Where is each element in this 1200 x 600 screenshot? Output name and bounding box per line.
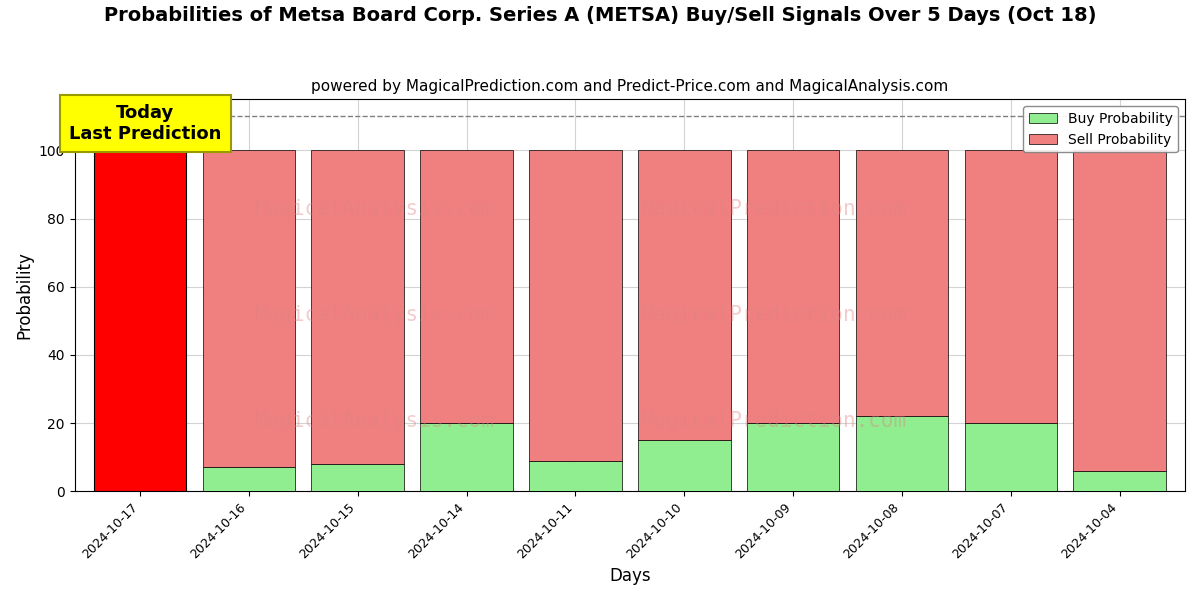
X-axis label: Days: Days bbox=[610, 567, 650, 585]
Bar bbox=[856, 416, 948, 491]
Bar bbox=[420, 423, 512, 491]
Text: MagicalPrediction.com: MagicalPrediction.com bbox=[642, 199, 907, 219]
Bar bbox=[638, 151, 731, 440]
Bar bbox=[856, 151, 948, 416]
Bar bbox=[965, 423, 1057, 491]
Bar bbox=[638, 440, 731, 491]
Bar bbox=[529, 151, 622, 461]
Text: MagicalPrediction.com: MagicalPrediction.com bbox=[642, 305, 907, 325]
Text: MagicalAnalysis.com: MagicalAnalysis.com bbox=[254, 199, 494, 219]
Y-axis label: Probability: Probability bbox=[16, 251, 34, 339]
Bar bbox=[965, 151, 1057, 423]
Title: powered by MagicalPrediction.com and Predict-Price.com and MagicalAnalysis.com: powered by MagicalPrediction.com and Pre… bbox=[311, 79, 948, 94]
Text: MagicalAnalysis.com: MagicalAnalysis.com bbox=[254, 305, 494, 325]
Bar bbox=[94, 151, 186, 491]
Text: MagicalPrediction.com: MagicalPrediction.com bbox=[642, 411, 907, 431]
Legend: Buy Probability, Sell Probability: Buy Probability, Sell Probability bbox=[1024, 106, 1178, 152]
Text: Today
Last Prediction: Today Last Prediction bbox=[70, 104, 222, 143]
Bar bbox=[203, 467, 295, 491]
Bar bbox=[1074, 151, 1166, 471]
Bar bbox=[312, 464, 404, 491]
Bar bbox=[529, 461, 622, 491]
Bar bbox=[746, 423, 839, 491]
Bar bbox=[420, 151, 512, 423]
Text: MagicalAnalysis.com: MagicalAnalysis.com bbox=[254, 411, 494, 431]
Bar bbox=[1074, 471, 1166, 491]
Text: Probabilities of Metsa Board Corp. Series A (METSA) Buy/Sell Signals Over 5 Days: Probabilities of Metsa Board Corp. Serie… bbox=[103, 6, 1097, 25]
Bar bbox=[746, 151, 839, 423]
Bar bbox=[312, 151, 404, 464]
Bar bbox=[203, 151, 295, 467]
